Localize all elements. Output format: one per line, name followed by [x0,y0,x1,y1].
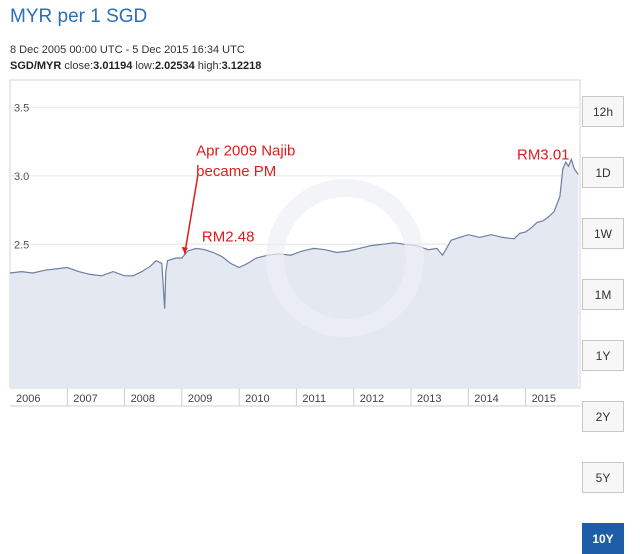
annotation-label: RM3.01 [517,146,570,163]
x-tick-label: 2008 [131,393,155,405]
range-button-2y[interactable]: 2Y [582,401,624,432]
price-stats: SGD/MYR close:3.01194 low:2.02534 high:3… [10,60,261,72]
x-tick-label: 2011 [302,393,326,405]
range-button-12h[interactable]: 12h [582,96,624,127]
y-tick-label: 2.5 [14,239,29,251]
chart-title: MYR per 1 SGD [10,6,148,27]
annotation-arrowhead [181,246,188,254]
x-tick-label: 2006 [16,393,40,405]
y-tick-label: 3.5 [14,102,29,114]
x-tick-label: 2012 [360,393,384,405]
high-value: 3.12218 [221,60,262,72]
annotation-label: RM2.48 [202,229,255,246]
annotation-label: became PM [196,163,276,180]
range-button-1w[interactable]: 1W [582,218,624,249]
x-tick-label: 2009 [188,393,212,405]
range-button-10y[interactable]: 10Y [582,523,624,554]
low-label: low: [135,60,155,72]
x-tick-label: 2013 [417,393,441,405]
date-range: 8 Dec 2005 00:00 UTC - 5 Dec 2015 16:34 … [10,44,245,56]
x-tick-label: 2010 [245,393,269,405]
close-label: close: [64,60,94,72]
range-button-1d[interactable]: 1D [582,157,624,188]
range-button-1y[interactable]: 1Y [582,340,624,371]
watermark-logo [266,179,424,337]
x-tick-label: 2015 [532,393,556,405]
series-area [10,159,579,388]
annotation-label: Apr 2009 Najib [196,142,295,159]
series-line [9,157,579,309]
x-tick-label: 2007 [73,393,97,405]
x-tick-label: 2014 [474,393,498,405]
low-value: 2.02534 [154,60,195,72]
currency-pair: SGD/MYR [10,60,62,72]
range-button-5y[interactable]: 5Y [582,462,624,493]
annotation-arrow [183,174,199,254]
high-label: high: [197,60,222,72]
exchange-rate-chart: 1.52.02.53.03.52006200720082009201020112… [9,79,581,407]
y-tick-label: 3.0 [14,171,29,183]
range-button-1m[interactable]: 1M [582,279,624,310]
close-value: 3.01194 [93,60,133,72]
